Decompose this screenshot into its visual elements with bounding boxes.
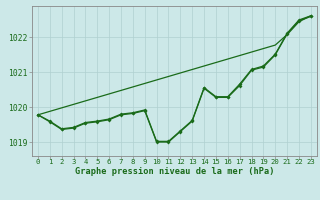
X-axis label: Graphe pression niveau de la mer (hPa): Graphe pression niveau de la mer (hPa): [75, 167, 274, 176]
